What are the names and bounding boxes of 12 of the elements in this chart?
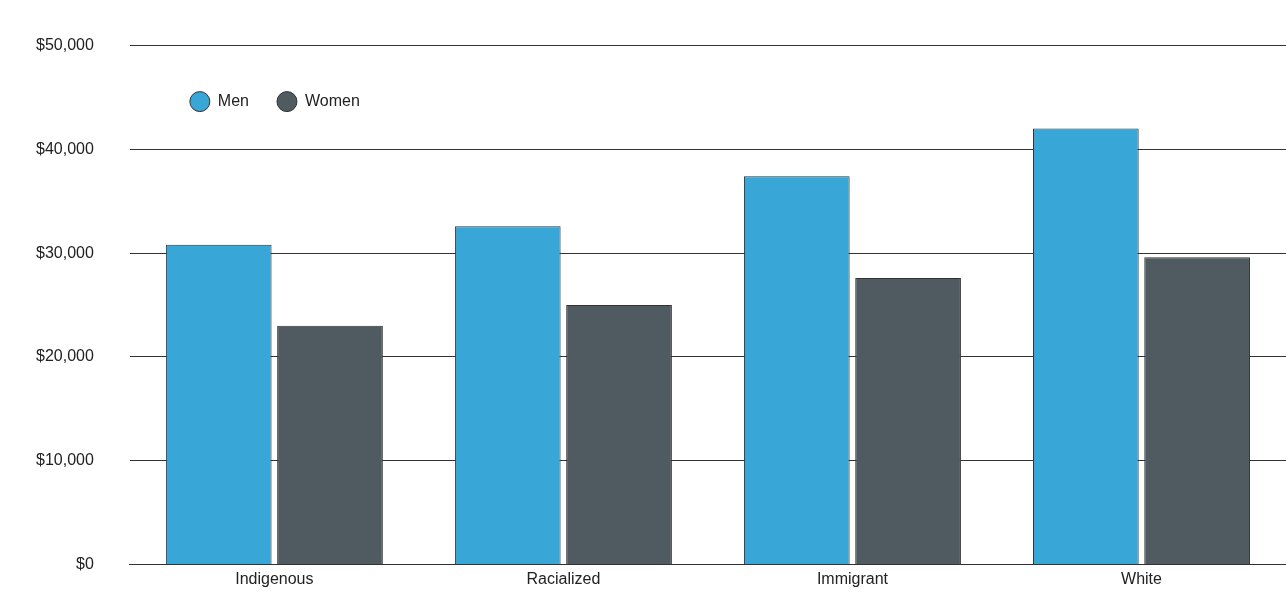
x-tick-label: Racialized <box>526 570 601 588</box>
x-tick-label: White <box>1121 570 1163 588</box>
x-tick-label: Immigrant <box>816 570 889 588</box>
legend-label: Men <box>217 92 249 110</box>
x-tick-label: Indigenous <box>235 570 314 588</box>
y-tick-label: $40,000 <box>35 139 94 157</box>
y-tick-label: $50,000 <box>35 36 94 54</box>
y-tick-label: $10,000 <box>35 451 94 469</box>
legend-label: Women <box>304 92 360 110</box>
y-tick-label: $0 <box>76 554 94 572</box>
y-tick-label: $20,000 <box>35 347 94 365</box>
y-tick-label: $30,000 <box>35 243 94 261</box>
